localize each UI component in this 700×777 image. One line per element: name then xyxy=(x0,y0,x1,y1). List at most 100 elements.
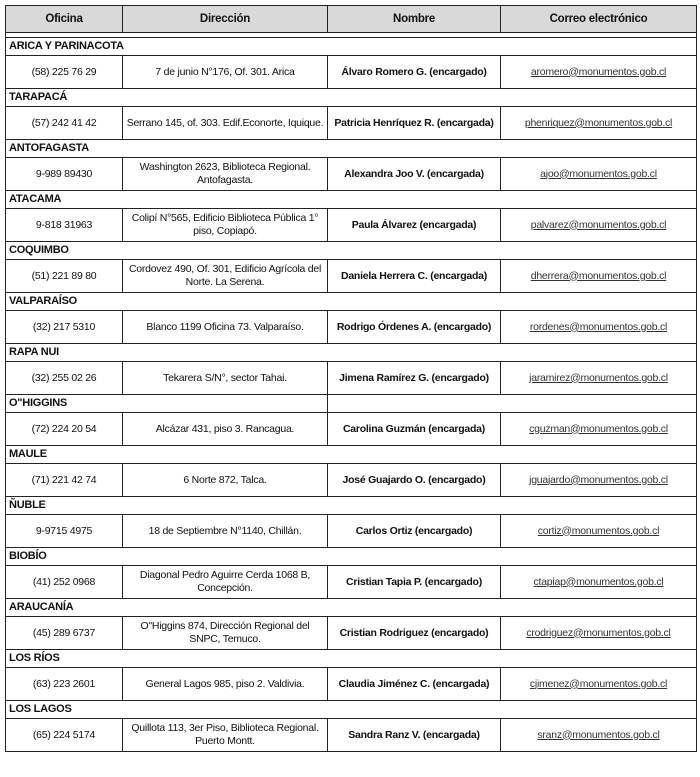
region-name: ATACAMA xyxy=(5,190,697,209)
email-link[interactable]: aromero@monumentos.gob.cl xyxy=(530,65,667,78)
phone-cell: (51) 221 89 80 xyxy=(5,259,123,293)
region-name: O"HIGGINS xyxy=(5,394,328,413)
phone-cell: (71) 221 42 74 xyxy=(5,463,123,497)
table-row: (58) 225 76 29 7 de junio N°176, Of. 301.… xyxy=(5,55,697,89)
region-row: ÑUBLE xyxy=(5,496,697,515)
email-cell: crodriguez@monumentos.gob.cl xyxy=(500,616,697,650)
region-row: VALPARAÍSO xyxy=(5,292,697,311)
phone-cell: (57) 242 41 42 xyxy=(5,106,123,140)
email-link[interactable]: cortiz@monumentos.gob.cl xyxy=(537,524,660,537)
region-row: ARAUCANÍA xyxy=(5,598,697,617)
email-link[interactable]: sranz@monumentos.gob.cl xyxy=(537,728,660,741)
email-link[interactable]: cjimenez@monumentos.gob.cl xyxy=(529,677,668,690)
address-cell: Cordovez 490, Of. 301, Edificio Agrícola… xyxy=(122,259,328,293)
region-name: ANTOFAGASTA xyxy=(5,139,697,158)
address-cell: Blanco 1199 Oficina 73. Valparaíso. xyxy=(122,310,328,344)
address-cell: Diagonal Pedro Aguirre Cerda 1068 B, Con… xyxy=(122,565,328,599)
table-body: ARICA Y PARINACOTA (58) 225 76 29 7 de jun… xyxy=(5,32,697,752)
region-row: BIOBÍO xyxy=(5,547,697,566)
phone-cell: 9-9715 4975 xyxy=(5,514,123,548)
table-row: (71) 221 42 74 6 Norte 872, Talca. José Gu… xyxy=(5,463,697,497)
table-row: (51) 221 89 80 Cordovez 490, Of. 301, Edi… xyxy=(5,259,697,293)
header-nombre: Nombre xyxy=(327,5,501,33)
address-cell: 18 de Septiembre N°1140, Chillán. xyxy=(122,514,328,548)
phone-cell: (58) 225 76 29 xyxy=(5,55,123,89)
address-cell: Alcázar 431, piso 3. Rancagua. xyxy=(122,412,328,446)
offices-table: Oficina Dirección Nombre Correo electrón… xyxy=(5,5,697,752)
name-cell: Álvaro Romero G. (encargado) xyxy=(327,55,501,89)
table-header-row: Oficina Dirección Nombre Correo electrón… xyxy=(5,5,697,33)
region-name: LOS RÍOS xyxy=(5,649,697,668)
region-name: COQUIMBO xyxy=(5,241,697,260)
address-cell: General Lagos 985, piso 2. Valdivia. xyxy=(122,667,328,701)
region-row: MAULE xyxy=(5,445,697,464)
region-name: VALPARAÍSO xyxy=(5,292,697,311)
table-row: (32) 255 02 26 Tekarera S/N°, sector Taha… xyxy=(5,361,697,395)
region-name: ARAUCANÍA xyxy=(5,598,697,617)
email-cell: aromero@monumentos.gob.cl xyxy=(500,55,697,89)
email-link[interactable]: phenriquez@monumentos.gob.cl xyxy=(524,116,673,129)
name-cell: Claudia Jiménez C. (encargada) xyxy=(327,667,501,701)
header-direccion: Dirección xyxy=(122,5,328,33)
name-cell: Rodrigo Órdenes A. (encargado) xyxy=(327,310,501,344)
email-link[interactable]: jguajardo@monumentos.gob.cl xyxy=(529,473,668,486)
name-cell: Cristian Tapia P. (encargado) xyxy=(327,565,501,599)
address-cell: 7 de junio N°176, Of. 301. Arica xyxy=(122,55,328,89)
header-correo: Correo electrónico xyxy=(500,5,697,33)
email-cell: dherrera@monumentos.gob.cl xyxy=(500,259,697,293)
region-row: LOS LAGOS xyxy=(5,700,697,719)
table-row: 9-989 89430 Washington 2623, Biblioteca R… xyxy=(5,157,697,191)
table-row: (45) 289 6737 O"Higgins 874, Dirección Re… xyxy=(5,616,697,650)
name-cell: Paula Álvarez (encargada) xyxy=(327,208,501,242)
region-name: ÑUBLE xyxy=(5,496,697,515)
email-cell: cjimenez@monumentos.gob.cl xyxy=(500,667,697,701)
region-row: O"HIGGINS xyxy=(5,394,697,413)
phone-cell: 9-818 31963 xyxy=(5,208,123,242)
email-link[interactable]: palvarez@monumentos.gob.cl xyxy=(530,218,667,231)
phone-cell: (32) 255 02 26 xyxy=(5,361,123,395)
region-name: TARAPACÁ xyxy=(5,88,697,107)
region-name: MAULE xyxy=(5,445,697,464)
region-name: RAPA NUI xyxy=(5,343,697,362)
region-row: LOS RÍOS xyxy=(5,649,697,668)
email-link[interactable]: rordenes@monumentos.gob.cl xyxy=(529,320,668,333)
email-link[interactable]: jaramirez@monumentos.gob.cl xyxy=(529,371,668,384)
header-oficina: Oficina xyxy=(5,5,123,33)
region-empty-cell xyxy=(327,394,697,413)
email-cell: sranz@monumentos.gob.cl xyxy=(500,718,697,752)
table-row: (32) 217 5310 Blanco 1199 Oficina 73. Val… xyxy=(5,310,697,344)
phone-cell: (32) 217 5310 xyxy=(5,310,123,344)
name-cell: Alexandra Joo V. (encargada) xyxy=(327,157,501,191)
phone-cell: 9-989 89430 xyxy=(5,157,123,191)
email-cell: ajoo@monumentos.gob.cl xyxy=(500,157,697,191)
phone-cell: (45) 289 6737 xyxy=(5,616,123,650)
email-cell: rordenes@monumentos.gob.cl xyxy=(500,310,697,344)
email-cell: ctapiap@monumentos.gob.cl xyxy=(500,565,697,599)
table-row: (57) 242 41 42 Serrano 145, of. 303. Edif… xyxy=(5,106,697,140)
table-row: 9-9715 4975 18 de Septiembre N°1140, Chil… xyxy=(5,514,697,548)
email-link[interactable]: dherrera@monumentos.gob.cl xyxy=(530,269,667,282)
name-cell: Carolina Guzmán (encargada) xyxy=(327,412,501,446)
email-link[interactable]: ajoo@monumentos.gob.cl xyxy=(540,167,657,180)
email-link[interactable]: crodriguez@monumentos.gob.cl xyxy=(526,626,671,639)
region-name: LOS LAGOS xyxy=(5,700,697,719)
name-cell: Cristian Rodriguez (encargado) xyxy=(327,616,501,650)
email-link[interactable]: ctapiap@monumentos.gob.cl xyxy=(533,575,664,588)
region-row: COQUIMBO xyxy=(5,241,697,260)
name-cell: José Guajardo O. (encargado) xyxy=(327,463,501,497)
address-cell: O"Higgins 874, Dirección Regional del SN… xyxy=(122,616,328,650)
phone-cell: (72) 224 20 54 xyxy=(5,412,123,446)
name-cell: Patricia Henríquez R. (encargada) xyxy=(327,106,501,140)
table-row: (63) 223 2601 General Lagos 985, piso 2. … xyxy=(5,667,697,701)
email-cell: jguajardo@monumentos.gob.cl xyxy=(500,463,697,497)
email-link[interactable]: cguzman@monumentos.gob.cl xyxy=(529,422,668,435)
name-cell: Jimena Ramírez G. (encargado) xyxy=(327,361,501,395)
phone-cell: (63) 223 2601 xyxy=(5,667,123,701)
name-cell: Carlos Ortiz (encargado) xyxy=(327,514,501,548)
address-cell: Washington 2623, Biblioteca Regional. An… xyxy=(122,157,328,191)
region-row: ANTOFAGASTA xyxy=(5,139,697,158)
email-cell: jaramirez@monumentos.gob.cl xyxy=(500,361,697,395)
region-row: ATACAMA xyxy=(5,190,697,209)
table-row: (41) 252 0968 Diagonal Pedro Aguirre Cerd… xyxy=(5,565,697,599)
address-cell: Quillota 113, 3er Piso, Biblioteca Regio… xyxy=(122,718,328,752)
